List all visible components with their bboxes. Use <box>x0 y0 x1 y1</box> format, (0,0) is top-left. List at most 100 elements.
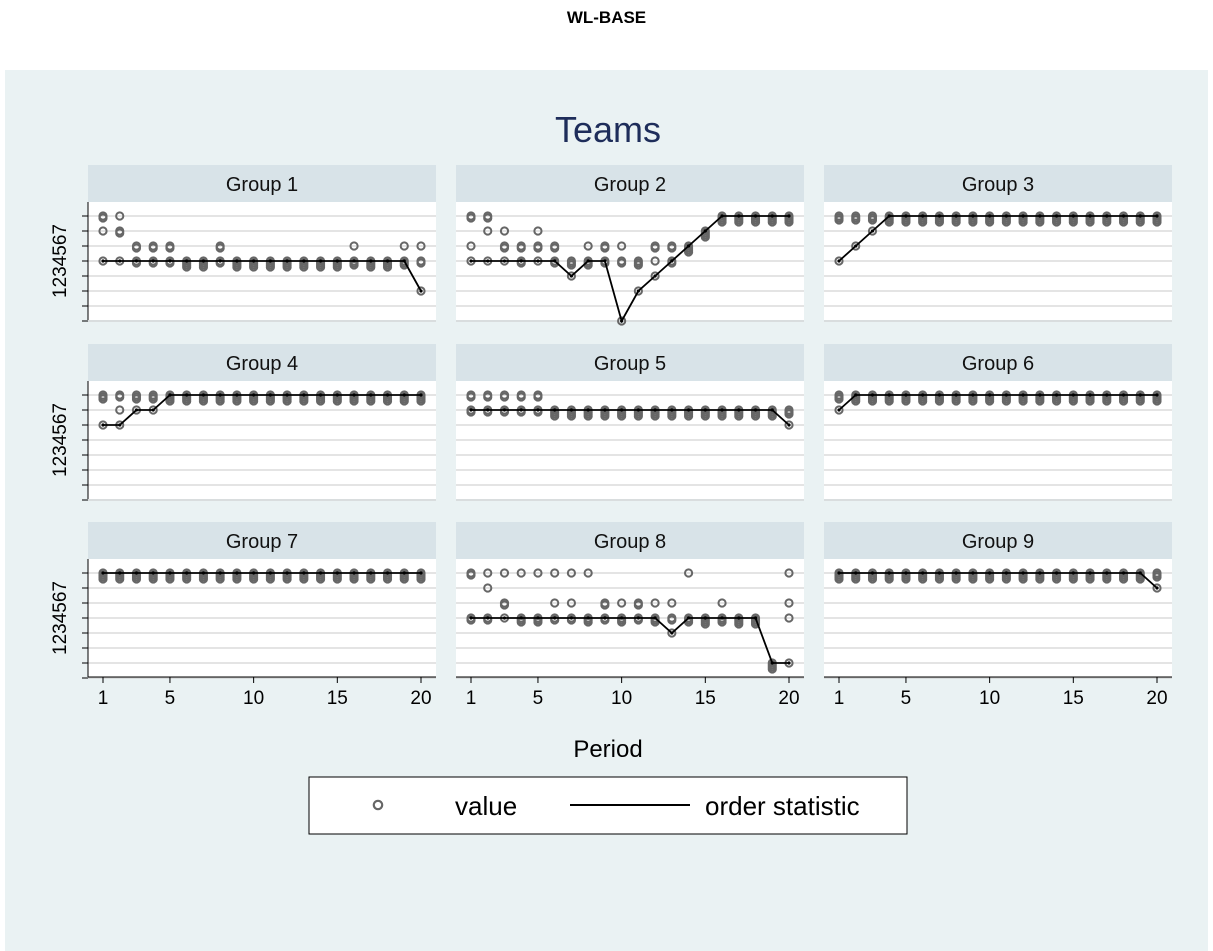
order-statistic-point <box>118 423 122 427</box>
value-point <box>667 598 677 608</box>
x-tick-label: 20 <box>410 688 431 709</box>
value-point <box>499 407 510 417</box>
order-statistic-point <box>636 289 640 293</box>
order-statistic-point <box>603 616 607 620</box>
value-point <box>1118 396 1129 406</box>
value-point <box>148 243 158 253</box>
value-point <box>617 316 627 326</box>
x-tick-label: 15 <box>1063 688 1084 709</box>
value-point <box>968 396 978 406</box>
order-statistic-point <box>218 393 222 397</box>
order-statistic-point <box>703 408 707 412</box>
panel-strip <box>824 522 1172 559</box>
order-statistic-point <box>887 214 891 218</box>
value-point <box>215 574 225 584</box>
order-statistic-point <box>1021 214 1025 218</box>
order-statistic-line <box>471 215 789 324</box>
panel-strip <box>824 344 1172 381</box>
order-statistic-point <box>620 319 624 323</box>
value-point <box>951 396 961 406</box>
order-statistic-point <box>335 571 339 575</box>
value-point <box>717 217 727 227</box>
value-point <box>1001 574 1011 584</box>
value-point <box>165 396 175 406</box>
order-statistic-point <box>770 214 774 218</box>
order-statistic-point <box>302 393 306 397</box>
value-point <box>483 392 493 402</box>
order-statistic-point <box>369 393 373 397</box>
order-statistic-point <box>235 393 239 397</box>
order-statistic-point <box>235 571 239 575</box>
order-statistic-point <box>201 571 206 575</box>
value-point <box>566 598 577 608</box>
order-statistic-point <box>168 393 172 397</box>
value-point <box>483 583 493 593</box>
value-point <box>332 262 342 272</box>
panel-6: Group 6 <box>824 344 1172 501</box>
order-statistic-point <box>118 259 122 263</box>
order-statistic-point <box>519 616 523 620</box>
order-statistic-point <box>268 259 272 263</box>
order-statistic-line <box>471 617 789 664</box>
order-statistic-point <box>1155 393 1159 397</box>
order-statistic-point <box>1105 393 1109 397</box>
value-point <box>784 217 794 227</box>
order-statistic-point <box>318 259 323 263</box>
value-point <box>182 396 192 406</box>
order-statistic-point <box>770 408 774 412</box>
order-statistic-point <box>988 571 992 575</box>
value-point <box>633 286 643 296</box>
order-statistic-point <box>318 393 323 397</box>
order-statistic-point <box>1004 214 1008 218</box>
value-point <box>734 411 744 421</box>
order-statistic-point <box>151 571 155 575</box>
order-statistic-point <box>252 259 256 263</box>
panel-strip <box>88 165 436 202</box>
order-statistic-point <box>603 408 607 412</box>
value-point <box>867 226 878 236</box>
value-point <box>583 241 593 251</box>
order-statistic-point <box>620 616 624 620</box>
value-point <box>416 286 426 296</box>
value-point <box>483 226 493 236</box>
value-point <box>617 258 627 268</box>
value-point <box>466 392 476 402</box>
value-point <box>516 568 526 578</box>
order-statistic-point <box>402 571 406 575</box>
value-point <box>499 568 510 578</box>
order-statistic-point <box>134 408 139 412</box>
order-statistic-point <box>737 616 741 620</box>
order-statistic-point <box>1071 393 1075 397</box>
panel-strip <box>456 165 804 202</box>
value-point <box>566 568 577 578</box>
value-point <box>566 271 577 281</box>
order-statistic-point <box>469 259 473 263</box>
value-point <box>901 574 911 584</box>
order-statistic-point <box>703 229 707 233</box>
value-point <box>516 258 526 268</box>
value-point <box>700 619 710 629</box>
order-statistic-point <box>636 408 640 412</box>
value-point <box>98 226 108 236</box>
value-point <box>934 396 945 406</box>
value-point <box>901 217 911 227</box>
value-point <box>416 396 426 406</box>
value-point <box>349 241 359 251</box>
x-tick-label: 5 <box>901 688 912 709</box>
value-point <box>1135 396 1145 406</box>
value-point <box>1102 396 1112 406</box>
panel-strip <box>88 522 436 559</box>
order-statistic-point <box>519 408 523 412</box>
order-statistic-point <box>837 408 841 412</box>
order-statistic-point <box>670 408 674 412</box>
order-statistic-point <box>954 571 958 575</box>
value-point <box>466 407 476 417</box>
value-point <box>717 598 727 608</box>
order-statistic-point <box>536 408 540 412</box>
value-point <box>617 598 627 608</box>
value-point <box>683 411 694 421</box>
value-point <box>784 598 794 608</box>
value-point <box>1085 574 1095 584</box>
value-point <box>499 600 510 610</box>
